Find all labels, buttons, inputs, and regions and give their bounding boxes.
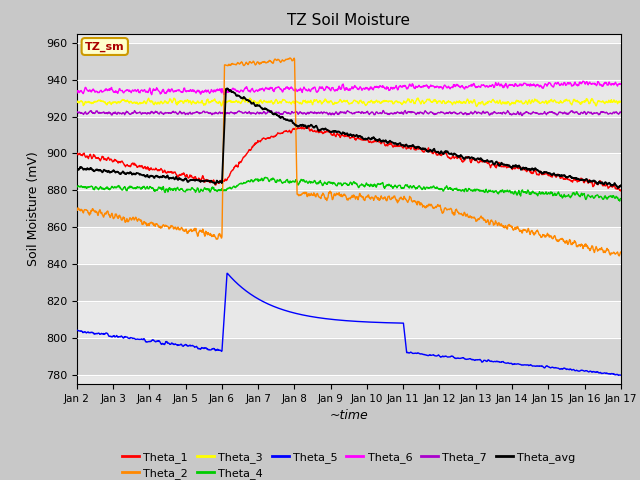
X-axis label: ~time: ~time [330,409,368,422]
Y-axis label: Soil Moisture (mV): Soil Moisture (mV) [28,151,40,266]
Title: TZ Soil Moisture: TZ Soil Moisture [287,13,410,28]
Bar [77,117,621,154]
Text: TZ_sm: TZ_sm [85,41,125,52]
Legend: Theta_1, Theta_2, Theta_3, Theta_4, Theta_5, Theta_6, Theta_7, Theta_avg: Theta_1, Theta_2, Theta_3, Theta_4, Thet… [118,447,580,480]
Bar [77,264,621,301]
Bar [77,191,621,227]
Bar [77,43,621,80]
Bar [77,338,621,375]
